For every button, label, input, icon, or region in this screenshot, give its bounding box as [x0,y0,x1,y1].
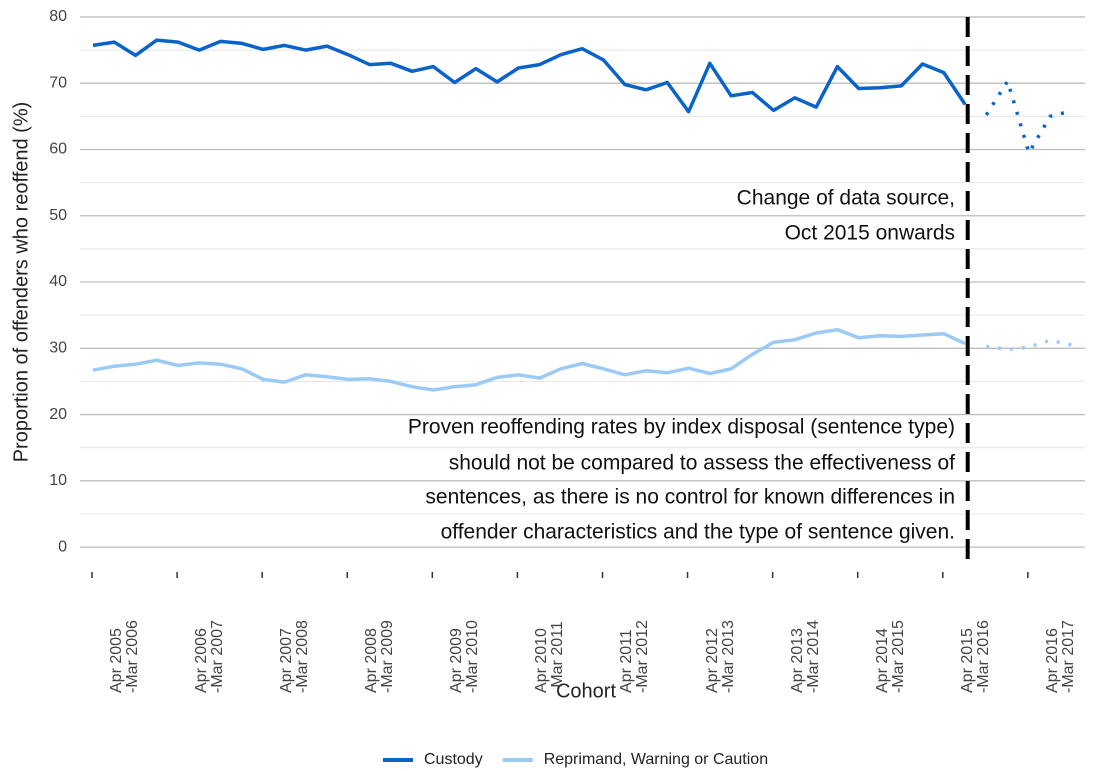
legend-label: Custody [424,751,483,768]
annotation: should not be compared to assess the eff… [449,452,955,475]
x-tick-label: Apr 2014 -Mar 2015 [873,620,907,693]
series-line [92,38,967,114]
x-tick-label: Apr 2008 -Mar 2009 [363,620,397,693]
x-tick-label: Apr 2016 -Mar 2017 [1043,620,1077,693]
series-line-dotted [984,79,1072,155]
y-tick-label: 0 [58,538,67,555]
y-tick-label: 10 [49,472,67,489]
legend-label: Reprimand, Warning or Caution [544,751,768,768]
x-tick-label: Apr 2013 -Mar 2014 [788,620,822,693]
annotation: Proven reoffending rates by index dispos… [408,416,955,439]
annotation: offender characteristics and the type of… [441,521,955,544]
y-tick-label: 70 [49,74,67,91]
x-tick-label: Apr 2007 -Mar 2008 [278,620,312,693]
x-tick-label: Apr 2010 -Mar 2011 [533,621,567,693]
x-tick-label: Apr 2005 -Mar 2006 [108,620,141,693]
x-tick-label: Apr 2012 -Mar 2013 [703,620,737,693]
y-tick-label: 50 [49,207,67,224]
annotation: Change of data source, [737,187,955,210]
y-tick-label: 80 [49,8,67,25]
y-tick-label: 30 [49,340,67,357]
annotation: sentences, as there is no control for kn… [425,486,955,509]
series-line [92,327,966,392]
annotation: Oct 2015 onwards [785,222,955,245]
y-tick-label: 60 [49,141,67,158]
y-tick-label: 40 [49,273,67,290]
x-tick-label: Apr 2011 -Mar 2012 [618,620,652,693]
x-axis-label: Cohort [556,680,616,702]
x-tick-label: Apr 2015 -Mar 2016 [958,620,992,693]
series-line-dotted [986,338,1072,352]
y-axis-label: Proportion of offenders who reoffend (%) [10,102,32,463]
y-tick-label: 20 [49,406,67,423]
x-tick-label: Apr 2006 -Mar 2007 [193,620,227,693]
x-tick-label: Apr 2009 -Mar 2010 [448,620,482,693]
